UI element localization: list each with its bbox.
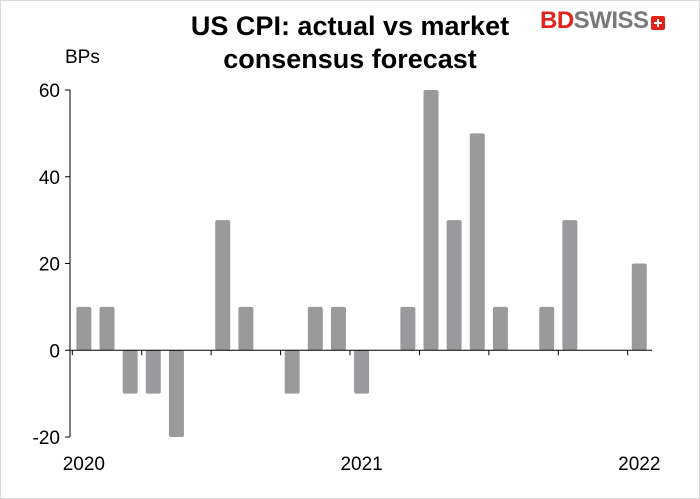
bar: [122, 350, 138, 394]
chart-title: US CPI: actual vs market consensus forec…: [120, 10, 580, 76]
bar: [215, 220, 231, 351]
bar: [562, 220, 578, 351]
title-line-2: market: [420, 11, 510, 41]
title-line-1: US CPI: actual vs: [190, 11, 413, 41]
y-tick-label: 20: [39, 255, 60, 276]
y-tick-label: -20: [33, 428, 60, 449]
bar: [76, 306, 92, 351]
title-line-3: consensus forecast: [223, 44, 477, 74]
logo-text-swiss: SWISS: [573, 7, 649, 34]
bar: [400, 306, 416, 351]
bar: [492, 306, 508, 351]
swiss-cross-icon: [650, 16, 665, 30]
bar: [446, 220, 462, 351]
bar: [168, 350, 184, 437]
y-axis-label: BPs: [65, 47, 100, 68]
bar: [99, 306, 115, 351]
bar: [284, 350, 300, 394]
bar: [330, 306, 346, 351]
bar: [145, 350, 161, 394]
x-tick-label: 2022: [618, 454, 660, 475]
bar: [539, 306, 555, 351]
y-tick-label: 0: [49, 341, 60, 362]
y-tick-label: 60: [39, 81, 60, 102]
bar: [354, 350, 370, 394]
x-tick-label: 2020: [63, 454, 105, 475]
y-tick-label: 40: [39, 168, 60, 189]
x-tick-label: 2021: [340, 454, 382, 475]
logo-text-bd: BD: [540, 7, 574, 34]
bar: [423, 90, 439, 351]
bar: [238, 306, 254, 351]
bar: [469, 133, 485, 351]
bdswiss-logo: BDSWISS: [540, 7, 665, 35]
bar: [307, 306, 323, 351]
bar: [631, 263, 647, 351]
